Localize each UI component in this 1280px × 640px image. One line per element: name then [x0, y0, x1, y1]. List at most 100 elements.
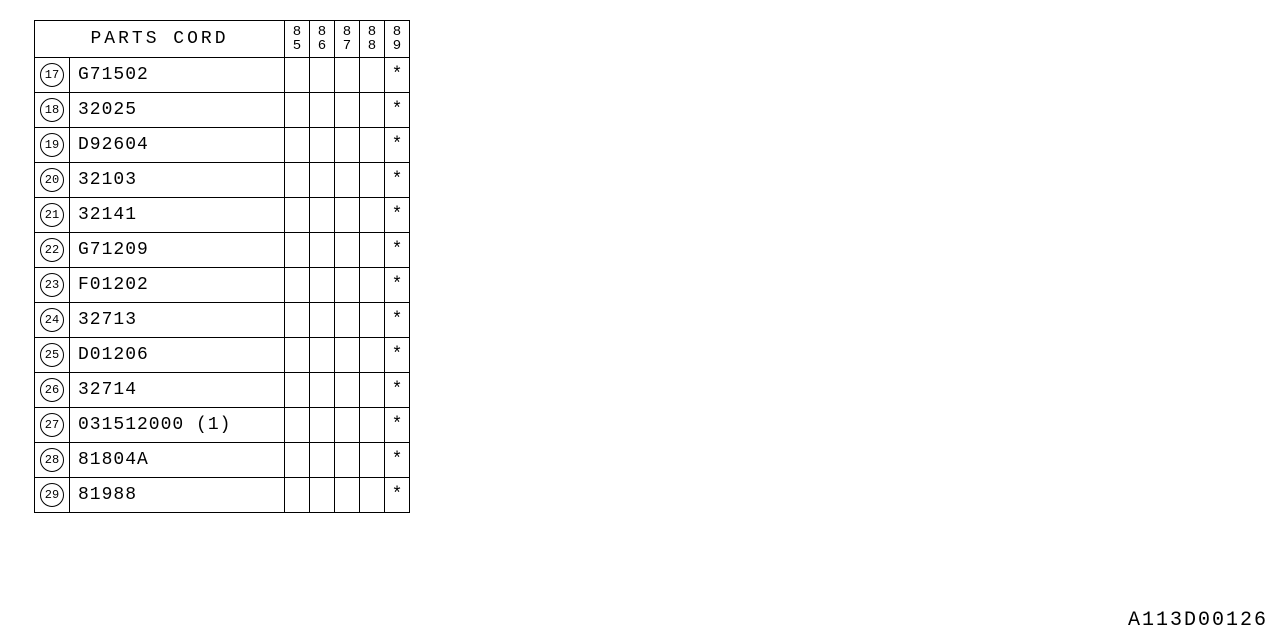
row-number-cell: 19 — [35, 128, 70, 163]
table-row: 17G71502* — [35, 58, 410, 93]
header-year-89: 89 — [385, 21, 410, 58]
year-mark-cell — [360, 128, 385, 163]
circled-number-icon: 24 — [40, 308, 64, 332]
year-mark-cell — [285, 198, 310, 233]
year-mark-cell — [335, 408, 360, 443]
part-code-cell: D92604 — [70, 128, 285, 163]
circled-number-icon: 19 — [40, 133, 64, 157]
row-number-cell: 21 — [35, 198, 70, 233]
row-number-cell: 17 — [35, 58, 70, 93]
year-mark-cell: * — [385, 408, 410, 443]
row-number-cell: 27 — [35, 408, 70, 443]
table-row: 2632714* — [35, 373, 410, 408]
parts-table-wrapper: PARTS CORD 85 86 87 88 89 17G71502*18320… — [34, 20, 410, 513]
header-parts-cord: PARTS CORD — [35, 21, 285, 58]
row-number-cell: 26 — [35, 373, 70, 408]
year-mark-cell: * — [385, 303, 410, 338]
year-mark-cell — [335, 268, 360, 303]
circled-number-icon: 22 — [40, 238, 64, 262]
year-mark-cell — [285, 233, 310, 268]
year-mark-cell — [360, 443, 385, 478]
year-mark-cell — [310, 373, 335, 408]
circled-number-icon: 26 — [40, 378, 64, 402]
part-code-cell: 32025 — [70, 93, 285, 128]
part-code-cell: D01206 — [70, 338, 285, 373]
table-row: 19D92604 * — [35, 128, 410, 163]
year-mark-cell — [360, 198, 385, 233]
year-mark-cell — [310, 338, 335, 373]
year-mark-cell — [335, 233, 360, 268]
row-number-cell: 25 — [35, 338, 70, 373]
year-mark-cell — [310, 303, 335, 338]
year-mark-cell — [360, 93, 385, 128]
year-mark-cell — [335, 443, 360, 478]
part-code-cell: G71209 — [70, 233, 285, 268]
header-year-86: 86 — [310, 21, 335, 58]
table-row: 2881804A * — [35, 443, 410, 478]
year-mark-cell — [335, 93, 360, 128]
year-mark-cell: * — [385, 478, 410, 513]
header-row: PARTS CORD 85 86 87 88 89 — [35, 21, 410, 58]
header-year-85: 85 — [285, 21, 310, 58]
year-mark-cell — [335, 163, 360, 198]
year-mark-cell — [310, 198, 335, 233]
year-mark-cell — [285, 163, 310, 198]
table-body: 17G71502*1832025*19D92604*2032103*213214… — [35, 58, 410, 513]
circled-number-icon: 29 — [40, 483, 64, 507]
year-mark-cell — [335, 303, 360, 338]
year-88-bot: 8 — [360, 39, 384, 53]
part-code-cell: 32713 — [70, 303, 285, 338]
year-mark-cell — [360, 233, 385, 268]
year-mark-cell — [360, 58, 385, 93]
part-code-cell: 81804A — [70, 443, 285, 478]
header-year-88: 88 — [360, 21, 385, 58]
year-87-top: 8 — [335, 25, 359, 39]
year-mark-cell — [360, 478, 385, 513]
row-number-cell: 28 — [35, 443, 70, 478]
year-mark-cell — [285, 303, 310, 338]
table-row: 2432713 * — [35, 303, 410, 338]
year-mark-cell — [285, 478, 310, 513]
part-code-cell: 81988 — [70, 478, 285, 513]
year-mark-cell — [335, 373, 360, 408]
parts-table: PARTS CORD 85 86 87 88 89 17G71502*18320… — [34, 20, 410, 513]
year-mark-cell — [335, 128, 360, 163]
part-code-cell: 32141 — [70, 198, 285, 233]
circled-number-icon: 17 — [40, 63, 64, 87]
year-88-top: 8 — [360, 25, 384, 39]
row-number-cell: 22 — [35, 233, 70, 268]
year-89-bot: 9 — [385, 39, 409, 53]
year-mark-cell — [360, 373, 385, 408]
circled-number-icon: 23 — [40, 273, 64, 297]
footer-code: A113D00126 — [1128, 609, 1268, 632]
circled-number-icon: 25 — [40, 343, 64, 367]
year-mark-cell: * — [385, 443, 410, 478]
year-mark-cell: * — [385, 268, 410, 303]
part-code-cell: G71502 — [70, 58, 285, 93]
header-year-87: 87 — [335, 21, 360, 58]
table-row: 27031512000 (1)* — [35, 408, 410, 443]
year-mark-cell — [310, 163, 335, 198]
year-mark-cell — [285, 338, 310, 373]
year-mark-cell: * — [385, 93, 410, 128]
table-row: 25D01206* — [35, 338, 410, 373]
year-mark-cell — [285, 373, 310, 408]
year-85-bot: 5 — [285, 39, 309, 53]
table-row: 22G71209* — [35, 233, 410, 268]
year-mark-cell — [310, 443, 335, 478]
year-mark-cell — [310, 128, 335, 163]
year-mark-cell — [310, 58, 335, 93]
year-86-top: 8 — [310, 25, 334, 39]
year-mark-cell — [360, 163, 385, 198]
year-mark-cell — [285, 443, 310, 478]
table-row: 1832025* — [35, 93, 410, 128]
table-row: 2132141* — [35, 198, 410, 233]
year-mark-cell: * — [385, 128, 410, 163]
part-code-cell: 32103 — [70, 163, 285, 198]
year-mark-cell — [310, 408, 335, 443]
year-87-bot: 7 — [335, 39, 359, 53]
circled-number-icon: 27 — [40, 413, 64, 437]
year-mark-cell — [360, 338, 385, 373]
year-mark-cell — [285, 268, 310, 303]
year-mark-cell — [310, 93, 335, 128]
